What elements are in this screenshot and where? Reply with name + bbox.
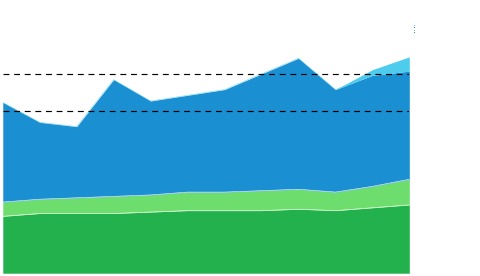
Legend: , , , , : , , , , xyxy=(414,25,415,33)
